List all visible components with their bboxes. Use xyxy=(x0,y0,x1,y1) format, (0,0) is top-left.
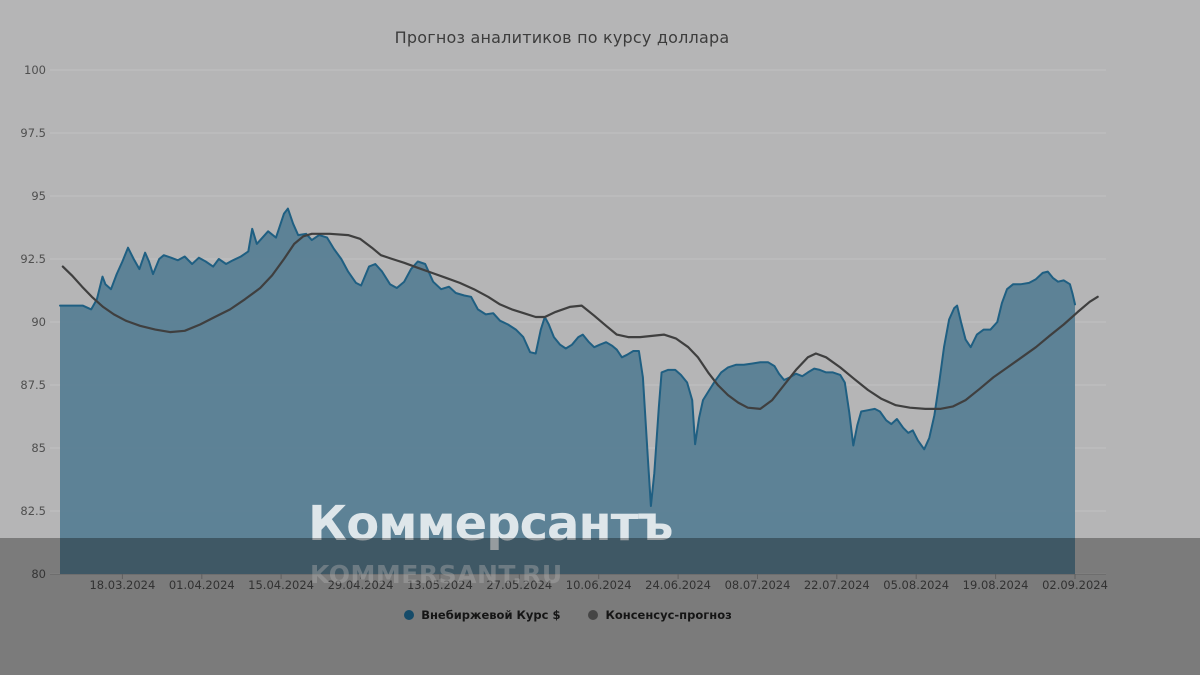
svg-text:10.06.2024: 10.06.2024 xyxy=(566,578,632,592)
legend-label-otc-rate: Внебиржевой Курс $ xyxy=(421,608,561,622)
kommersant-url-watermark: KOMMERSANT.RU xyxy=(310,560,563,589)
svg-text:22.07.2024: 22.07.2024 xyxy=(804,578,870,592)
svg-text:05.08.2024: 05.08.2024 xyxy=(883,578,949,592)
svg-text:95: 95 xyxy=(31,189,46,203)
svg-text:13.05.2024: 13.05.2024 xyxy=(407,578,473,592)
svg-text:82.5: 82.5 xyxy=(20,504,46,518)
legend-item-consensus: Консенсус-прогноз xyxy=(588,608,732,622)
legend: Внебиржевой Курс $ Консенсус-прогноз xyxy=(0,608,1136,622)
svg-text:80: 80 xyxy=(31,567,46,581)
svg-text:97.5: 97.5 xyxy=(20,126,46,140)
svg-text:87.5: 87.5 xyxy=(20,378,46,392)
svg-text:24.06.2024: 24.06.2024 xyxy=(645,578,711,592)
svg-text:02.09.2024: 02.09.2024 xyxy=(1042,578,1108,592)
chart-title: Прогноз аналитиков по курсу доллара xyxy=(394,28,730,47)
svg-text:85: 85 xyxy=(31,441,46,455)
consensus-marker-icon xyxy=(588,610,599,620)
svg-text:90: 90 xyxy=(31,315,46,329)
svg-text:100: 100 xyxy=(24,63,46,77)
legend-label-consensus: Консенсус-прогноз xyxy=(605,608,732,622)
svg-text:01.04.2024: 01.04.2024 xyxy=(169,578,235,592)
svg-text:29.04.2024: 29.04.2024 xyxy=(328,578,394,592)
svg-text:27.05.2024: 27.05.2024 xyxy=(486,578,552,592)
legend-item-otc-rate: Внебиржевой Курс $ xyxy=(404,608,560,622)
otc-rate-marker-icon xyxy=(404,610,415,620)
svg-text:92.5: 92.5 xyxy=(20,252,46,266)
svg-text:19.08.2024: 19.08.2024 xyxy=(963,578,1029,592)
svg-text:08.07.2024: 08.07.2024 xyxy=(725,578,791,592)
svg-text:15.04.2024: 15.04.2024 xyxy=(248,578,314,592)
kommersant-watermark: Коммерсантъ xyxy=(308,496,673,552)
svg-text:18.03.2024: 18.03.2024 xyxy=(89,578,155,592)
